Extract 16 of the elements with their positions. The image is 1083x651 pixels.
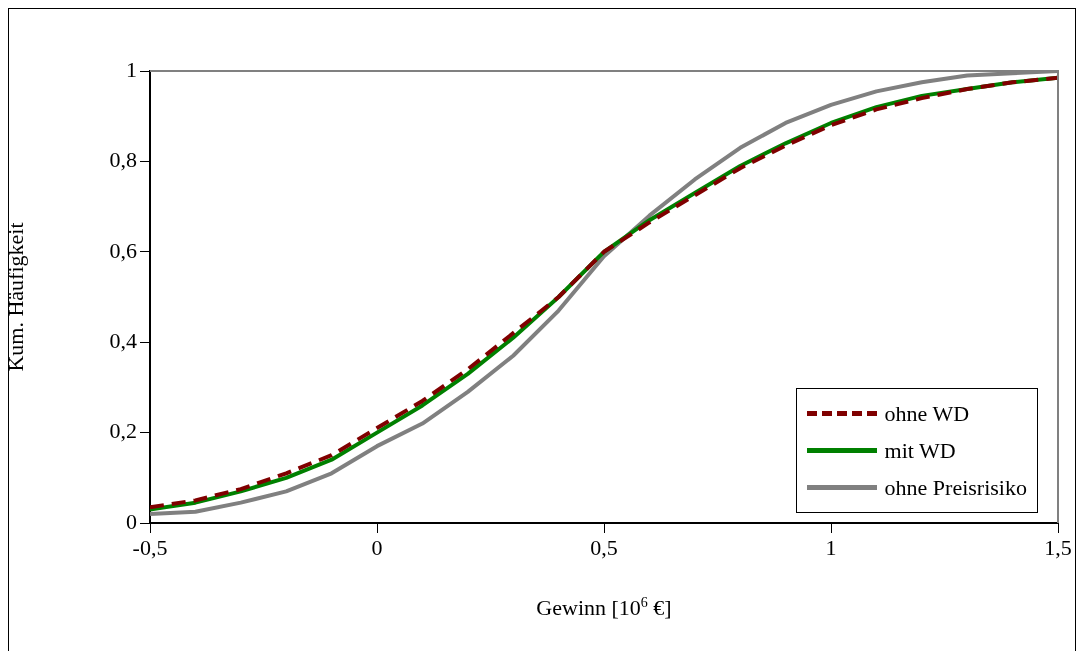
y-tick-label: 0,8 [109, 147, 137, 173]
y-tick-label: 0,4 [109, 327, 137, 353]
y-tick-label: 0 [126, 508, 137, 534]
y-tick-label: 0,2 [109, 418, 137, 444]
legend-label: ohne WD [884, 400, 970, 427]
x-tick-label: 0,5 [590, 534, 618, 560]
x-axis-title: Gewinn [10$^{6}$ €] [536, 595, 672, 622]
x-tick-label: 1,5 [1044, 534, 1072, 560]
y-tick-label: 0,6 [109, 237, 137, 263]
x-tick-label: 1 [825, 534, 837, 560]
x-tick-label: 0 [371, 534, 383, 560]
y-tick-label: 1 [126, 56, 137, 82]
x-tick-label: -0,5 [132, 534, 168, 560]
y-axis-title: Kum. Häufigkeit [2, 222, 28, 372]
legend-label: mit WD [884, 437, 956, 464]
legend-label: ohne Preisrisiko [884, 474, 1027, 501]
